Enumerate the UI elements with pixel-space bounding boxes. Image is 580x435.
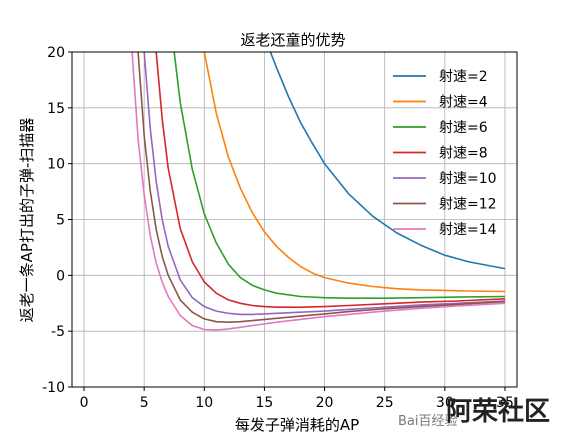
y-tick-label: 5 [56,213,65,229]
legend-label: 射速=12 [439,197,497,213]
legend-label: 射速=10 [439,171,497,187]
chart-title: 返老还童的优势 [240,31,345,49]
x-tick-label: 0 [80,395,89,411]
legend: 射速=2 射速=4 射速=6 射速=8 射速=10 射速=12 射速=14 [393,69,497,238]
y-tick-label: 0 [56,268,65,284]
legend-label: 射速=4 [439,95,488,111]
x-tick-label: 25 [376,395,394,411]
series-line-3 [173,52,506,300]
x-tick-label: 10 [195,395,213,411]
series-line-4 [155,52,506,309]
site-watermark: 阿荣社区 [446,396,550,427]
series-line-6 [137,52,506,324]
x-tick-label: 30 [436,395,454,411]
axis-ticks: 0 5 10 15 20 25 30 35 -10 -5 0 5 10 15 20 [42,45,514,411]
legend-label: 射速=2 [439,69,488,85]
series-line-2 [203,52,506,293]
x-tick-label: 5 [140,395,149,411]
y-tick-label: -5 [51,324,65,340]
legend-label: 射速=6 [439,120,488,136]
series-line-1 [269,52,506,270]
y-axis-label: 返老一条AP打出的子弹-扫描器 [18,118,36,323]
series-line-7 [131,52,506,331]
x-axis-label: 每发子弹消耗的AP [235,416,359,434]
y-tick-label: -10 [42,380,65,396]
x-tick-label: 35 [496,395,514,411]
series-line-5 [143,52,506,316]
x-tick-label: 20 [316,395,334,411]
y-tick-label: 10 [47,157,65,173]
x-tick-label: 15 [256,395,274,411]
y-tick-label: 20 [47,45,65,61]
series-lines [131,52,506,331]
legend-label: 射速=14 [439,222,497,238]
series-group [131,52,506,331]
baidu-watermark: Bai百经验 [398,413,458,429]
y-tick-label: 15 [47,101,65,117]
legend-label: 射速=8 [439,146,488,162]
